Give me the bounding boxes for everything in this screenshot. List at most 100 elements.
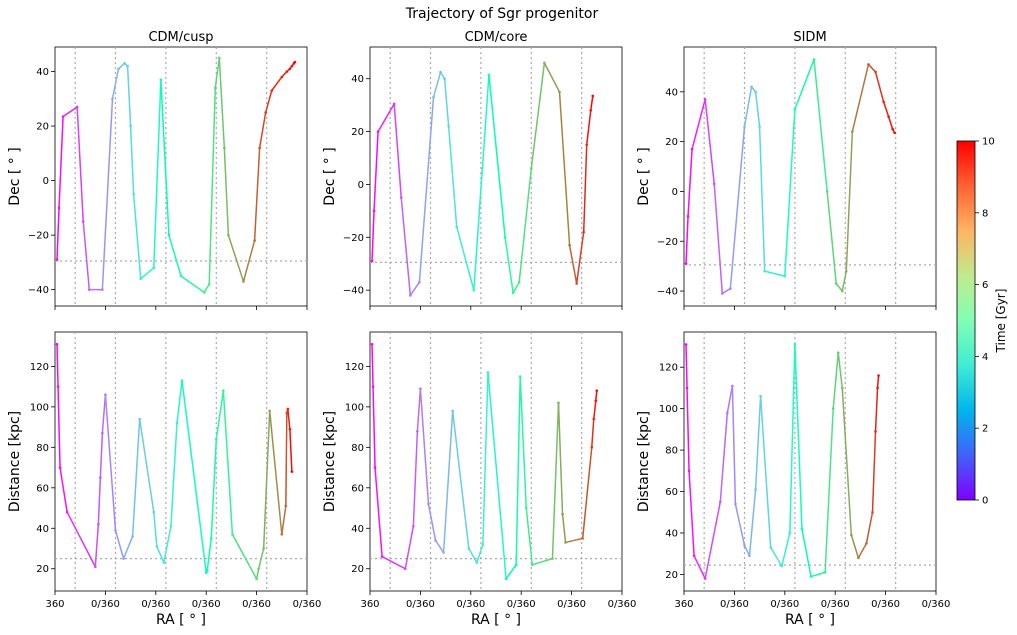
panel-cdm-cusp-dec: −40 −20 0 20 40 Dec [ ° ] CDM/cusp (7, 30, 308, 310)
trajectory-segment (242, 239, 256, 283)
trajectory-segment (691, 98, 706, 150)
trajectory-point (748, 554, 751, 558)
trajectory-point (104, 393, 107, 397)
trajectory-point (595, 389, 599, 392)
trajectory-segment (551, 402, 560, 560)
trajectory-point (443, 77, 446, 81)
trajectory-point (582, 230, 585, 234)
trajectory-segment (865, 511, 874, 545)
trajectory-point (743, 125, 746, 128)
trajectory-point (455, 225, 458, 229)
trajectory-segment (129, 125, 135, 195)
trajectory-point (780, 564, 784, 568)
trajectory-point (129, 124, 132, 128)
colorbar-tick-label: 0 (982, 496, 988, 507)
trajectory-point (592, 417, 596, 421)
trajectory-segment (857, 542, 868, 559)
trajectory-point (788, 531, 792, 535)
trajectory-point (759, 394, 762, 398)
trajectory-segment (582, 144, 588, 233)
trajectory-point (61, 115, 65, 118)
trajectory-point (280, 533, 284, 536)
trajectory-segment (841, 387, 853, 536)
trajectory-segment (504, 236, 514, 294)
trajectory-segment (223, 147, 230, 236)
trajectory-segment (871, 430, 877, 514)
trajectory-segment (876, 374, 880, 389)
trajectory-segment (409, 281, 421, 297)
trajectory-segment (181, 379, 207, 574)
trajectory-segment (726, 385, 734, 414)
trajectory-segment (687, 148, 693, 218)
trajectory-point (731, 384, 734, 388)
trajectory-point (877, 374, 880, 377)
trajectory-segment (794, 343, 803, 530)
trajectory-point (432, 95, 435, 99)
y-tick-label: 100 (659, 404, 678, 415)
trajectory-segment (114, 529, 125, 560)
trajectory-point (55, 258, 59, 261)
trajectory-point (205, 569, 209, 573)
trajectory-segment (400, 196, 412, 297)
trajectory-point (871, 510, 874, 514)
y-axis-label: Dec [ ° ] (322, 147, 338, 205)
trajectory-point (209, 537, 213, 540)
trajectory-point (783, 274, 787, 278)
y-tick-label: 20 (36, 564, 49, 575)
y-tick-label: 80 (351, 443, 364, 454)
trajectory-point (524, 506, 528, 510)
trajectory-segment (419, 387, 430, 505)
trajectory-point (227, 233, 230, 237)
trajectory-segment (721, 287, 732, 295)
trajectory-point (475, 561, 479, 564)
trajectory-point (703, 577, 707, 580)
trajectory-segment (743, 86, 753, 128)
trajectory-segment (686, 387, 690, 472)
trajectory-segment (851, 63, 870, 133)
trajectory-point (418, 280, 421, 284)
x-axis-label: RA [ ° ] (471, 612, 521, 628)
axes-frame (683, 46, 937, 307)
trajectory-point (481, 543, 485, 546)
trajectory-segment (874, 387, 879, 433)
trajectory-segment (531, 557, 554, 566)
trajectory-segment (434, 539, 445, 554)
trajectory-segment (575, 231, 585, 285)
trajectory-point (451, 409, 454, 413)
trajectory-segment (887, 115, 894, 130)
trajectory-segment (754, 395, 762, 491)
trajectory-point (403, 567, 407, 571)
trajectory-point (213, 86, 217, 90)
trajectory-segment (476, 543, 484, 564)
trajectory-segment (543, 62, 561, 93)
y-tick-label: −40 (657, 287, 678, 298)
trajectory-point (290, 64, 294, 68)
trajectory-segment (789, 343, 796, 534)
y-axis-label: Distance [kpc] (7, 411, 23, 512)
trajectory-point (729, 287, 732, 290)
trajectory-segment (525, 507, 534, 566)
trajectory-segment (416, 387, 422, 432)
trajectory-point (97, 522, 100, 526)
trajectory-point (114, 528, 117, 532)
trajectory-segment (222, 389, 234, 536)
trajectory-point (850, 533, 853, 537)
trajectory-point (288, 67, 292, 71)
x-tick-label: 0/360 (720, 599, 749, 610)
trajectory-point (726, 411, 729, 415)
trajectory-segment (374, 466, 383, 558)
trajectory-point (517, 280, 521, 284)
colorbar-tick-label: 6 (982, 280, 988, 291)
trajectory-segment (468, 547, 478, 564)
y-tick-label: 80 (665, 446, 678, 457)
trajectory-segment (210, 438, 218, 540)
trajectory-segment (845, 130, 854, 272)
trajectory-segment (455, 225, 475, 291)
trajectory-segment (170, 422, 178, 527)
y-tick-label: 60 (351, 483, 364, 494)
trajectory-point (373, 466, 377, 469)
trajectory-segment (590, 95, 594, 112)
trajectory-point (94, 565, 97, 569)
trajectory-segment (264, 89, 273, 114)
trajectory-point (372, 209, 376, 213)
